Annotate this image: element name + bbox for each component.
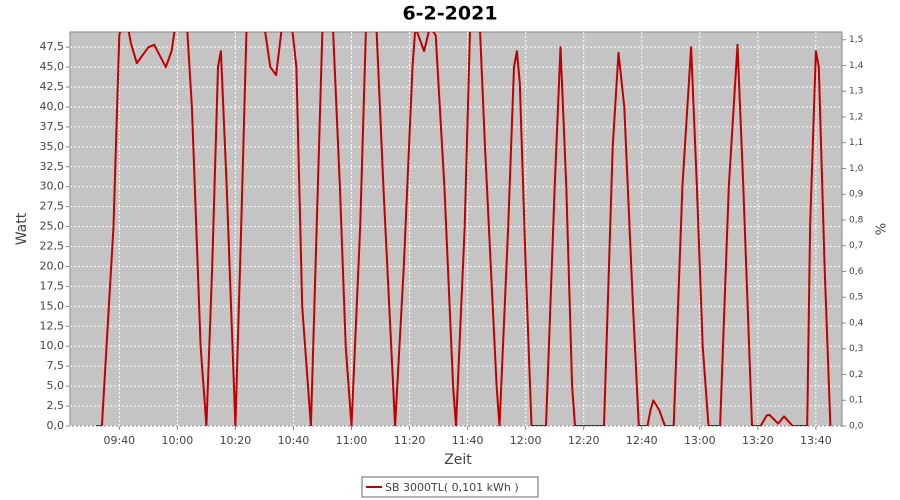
y-tick-label: 42,5 [40, 80, 65, 93]
y2-tick-label: 0,3 [849, 344, 863, 354]
y-tick-label: 0,0 [47, 419, 65, 432]
chart-title: 6-2-2021 [402, 3, 497, 25]
y2-tick-label: 1,3 [849, 87, 863, 97]
x-tick-label: 10:40 [278, 434, 310, 447]
y-tick-label: 37,5 [40, 120, 65, 133]
y2-tick-label: 0,7 [849, 241, 863, 251]
plot-area [69, 31, 843, 427]
y2-tick-label: 0,1 [849, 396, 863, 406]
y2-tick-label: 0,6 [849, 267, 864, 277]
x-tick-label: 13:00 [684, 434, 716, 447]
y-tick-label: 45,0 [40, 60, 65, 73]
y-axis-label: Watt [14, 212, 30, 245]
x-tick-label: 09:40 [103, 434, 135, 447]
y-tick-label: 10,0 [40, 339, 65, 352]
legend: SB 3000TL( 0,101 kWh ) [361, 476, 539, 498]
legend-box [361, 476, 539, 498]
data-line [96, 32, 832, 426]
x-tick-label: 11:20 [394, 434, 426, 447]
x-tick-label: 10:00 [162, 434, 194, 447]
x-tick-label: 12:20 [568, 434, 600, 447]
y2-tick-label: 0,8 [849, 215, 864, 225]
y-tick-label: 35,0 [40, 140, 65, 153]
x-tick-label: 12:00 [510, 434, 542, 447]
y2-tick-label: 1,0 [849, 164, 864, 174]
x-tick-label: 12:40 [626, 434, 658, 447]
y2-tick-label: 0,5 [849, 293, 863, 303]
y-tick-label: 32,5 [40, 160, 65, 173]
y2-tick-label: 0,2 [849, 370, 863, 380]
x-tick-label: 11:00 [336, 434, 368, 447]
y2-tick-label: 1,4 [849, 61, 864, 71]
y-tick-label: 27,5 [40, 200, 65, 213]
y2-tick-label: 1,5 [849, 35, 863, 45]
y-tick-label: 30,0 [40, 180, 65, 193]
y-tick-label: 20,0 [40, 259, 65, 272]
y-tick-label: 25,0 [40, 220, 65, 233]
y-tick-label: 22,5 [40, 240, 65, 253]
y2-tick-label: 0,9 [849, 190, 864, 200]
x-axis-label: Zeit [444, 452, 472, 468]
x-tick-label: 13:40 [800, 434, 832, 447]
y-tick-label: 2,5 [47, 399, 65, 412]
y-tick-label: 47,5 [40, 40, 65, 53]
y-tick-label: 17,5 [40, 279, 65, 292]
y-tick-label: 40,0 [40, 100, 65, 113]
y-tick-label: 7,5 [47, 359, 65, 372]
y2-tick-label: 1,2 [849, 112, 863, 122]
y-tick-label: 15,0 [40, 299, 65, 312]
y2-tick-label: 0,4 [849, 318, 864, 328]
y2-tick-label: 0,0 [849, 422, 864, 432]
y2-tick-label: 1,1 [849, 138, 863, 148]
legend-label: SB 3000TL( 0,101 kWh ) [385, 481, 519, 494]
y-tick-label: 12,5 [40, 319, 65, 332]
x-tick-label: 13:20 [742, 434, 774, 447]
y-tick-label: 5,0 [47, 379, 65, 392]
y2-axis-label: % [875, 223, 890, 235]
x-tick-label: 11:40 [452, 434, 484, 447]
x-tick-label: 10:20 [220, 434, 252, 447]
